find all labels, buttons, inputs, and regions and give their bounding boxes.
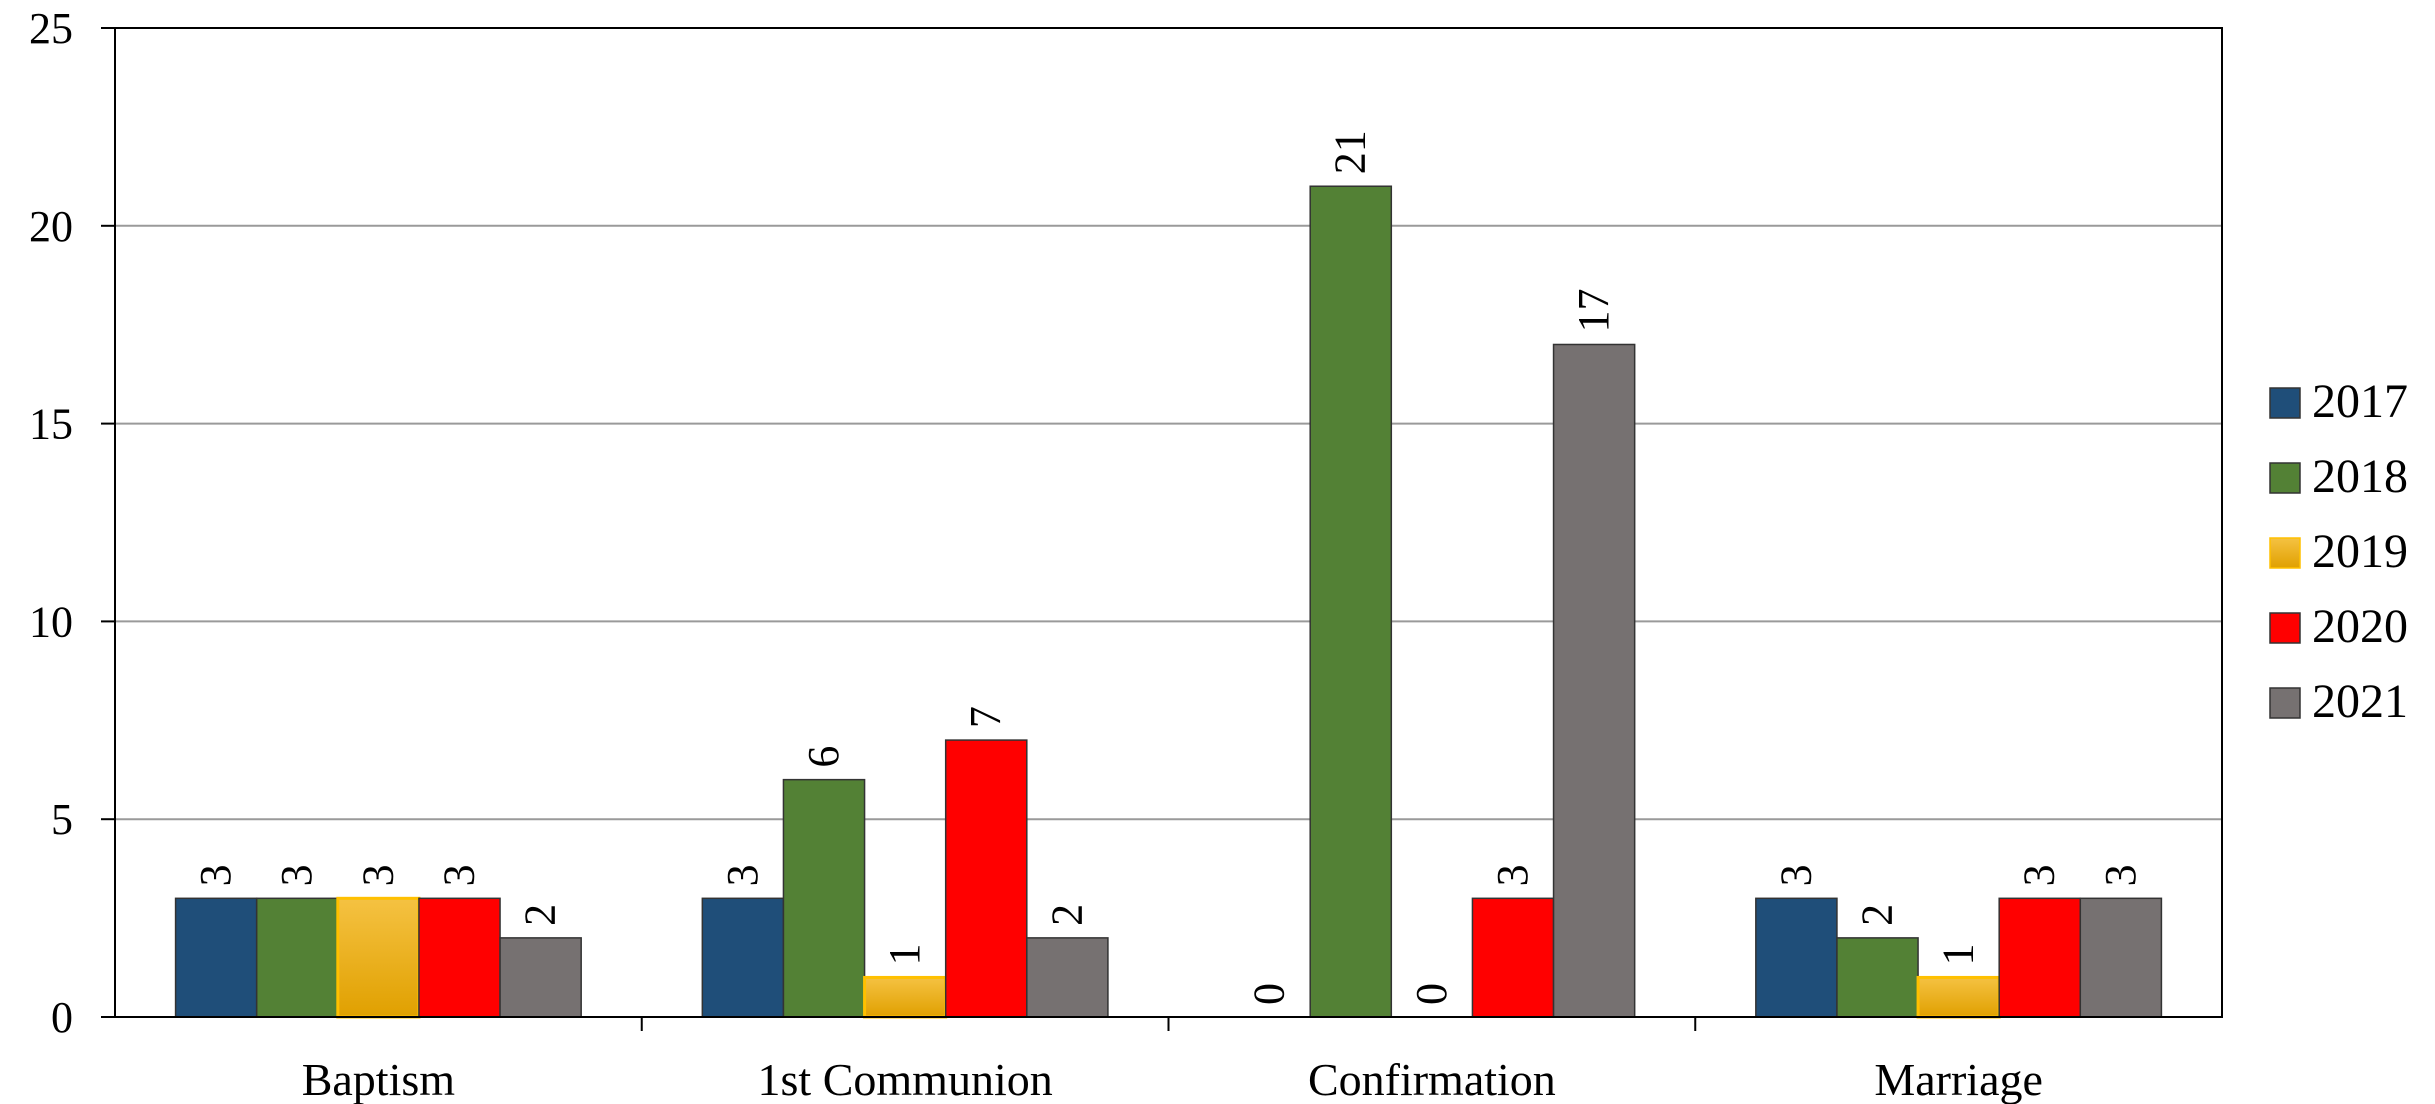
data-label: 17 [1569, 288, 1618, 332]
legend-label-2018: 2018 [2312, 450, 2408, 503]
bar-2020-1st-communion [944, 739, 1028, 1018]
category-label: 1st Communion [758, 1054, 1053, 1104]
bar-2017-marriage [1755, 897, 1838, 1018]
bar-2021-confirmation [1552, 343, 1636, 1018]
bar-2018-1st-communion [782, 778, 866, 1018]
y-tick-label: 0 [51, 993, 73, 1042]
data-label: 3 [272, 864, 321, 886]
category-label: Baptism [302, 1054, 456, 1104]
legend-swatch-2020 [2269, 612, 2301, 644]
data-label: 2 [1042, 904, 1091, 926]
y-tick-label: 10 [29, 597, 73, 646]
legend: 2017 2018 2019 2020 2021 [2269, 375, 2408, 728]
category-label: Confirmation [1308, 1054, 1556, 1104]
data-label: 1 [880, 943, 929, 965]
bar-2020-confirmation [1471, 897, 1555, 1018]
data-label: 3 [1488, 864, 1537, 886]
data-labels: 3 3 0 3 3 6 21 2 3 1 0 1 3 7 3 3 2 2 17 3 [191, 130, 2145, 1005]
data-label: 3 [718, 864, 767, 886]
data-label: 2 [1853, 904, 1902, 926]
y-tick-label: 20 [29, 202, 73, 251]
data-label: 0 [1407, 983, 1456, 1005]
data-label: 3 [2096, 864, 2145, 886]
data-label: 2 [516, 904, 565, 926]
data-label: 1 [1934, 943, 1983, 965]
legend-label-2021: 2021 [2312, 675, 2408, 728]
bar-2020-baptism [418, 897, 501, 1018]
y-tick-label: 15 [29, 400, 73, 449]
data-label: 3 [434, 864, 483, 886]
data-label: 3 [2015, 864, 2064, 886]
bar-2021-1st-communion [1026, 937, 1109, 1018]
data-label: 6 [799, 746, 848, 768]
bar-2019-baptism [336, 896, 421, 1019]
legend-swatch-2017 [2269, 387, 2301, 419]
legend-label-2017: 2017 [2312, 375, 2408, 428]
y-tick-label: 25 [29, 4, 73, 53]
data-label: 3 [191, 864, 240, 886]
y-tick-label: 5 [51, 795, 73, 844]
plot-area-border [114, 27, 2223, 1018]
bar-2018-baptism [255, 897, 339, 1018]
bar-2020-marriage [1998, 897, 2082, 1018]
bar-2018-confirmation [1309, 185, 1393, 1018]
bar-2021-marriage [2079, 897, 2163, 1018]
data-label: 3 [1771, 864, 1820, 886]
bars [174, 185, 2163, 1019]
legend-swatch-2021 [2269, 687, 2301, 719]
data-label: 0 [1245, 983, 1294, 1005]
bar-2019-1st-communion [863, 975, 948, 1019]
gridlines [115, 224, 2222, 821]
bar-2018-marriage [1836, 937, 1919, 1018]
data-label: 3 [353, 864, 402, 886]
bar-2017-1st-communion [701, 897, 785, 1018]
bar-2021-baptism [499, 937, 582, 1018]
bar-2019-marriage [1916, 975, 2001, 1019]
data-label: 21 [1326, 130, 1375, 174]
category-label: Marriage [1874, 1054, 2043, 1104]
legend-swatch-2019 [2269, 537, 2301, 569]
data-label: 7 [961, 706, 1010, 728]
legend-label-2019: 2019 [2312, 525, 2408, 578]
legend-label-2020: 2020 [2312, 600, 2408, 653]
legend-swatch-2018 [2269, 462, 2301, 494]
bar-2017-baptism [174, 897, 258, 1018]
